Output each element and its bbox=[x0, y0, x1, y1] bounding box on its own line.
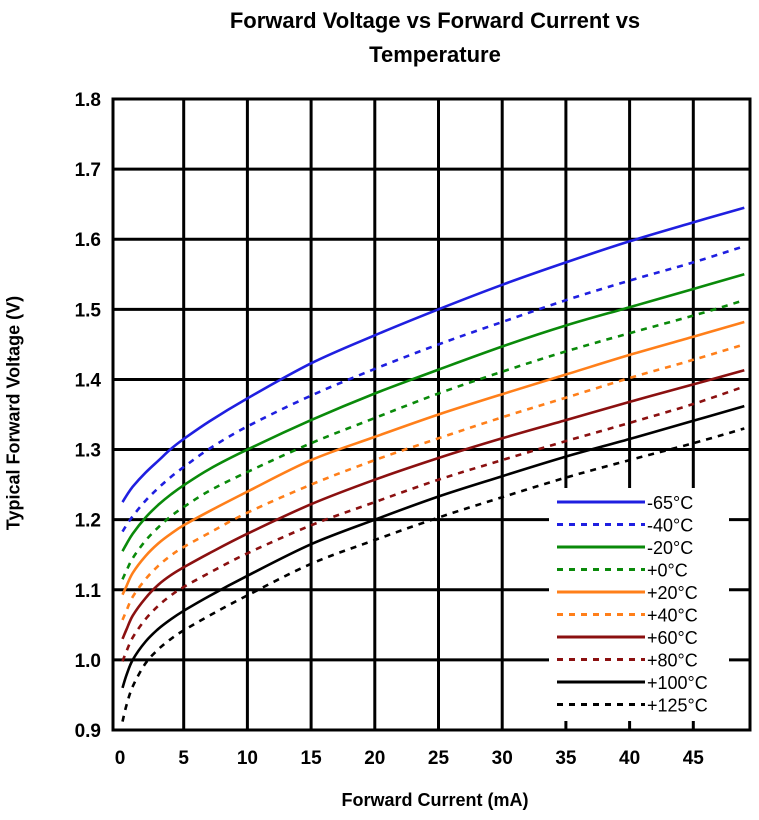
x-tick-label-6: 30 bbox=[492, 748, 513, 769]
x-tick-label-4: 20 bbox=[364, 748, 385, 769]
x-tick-label-9: 45 bbox=[683, 748, 705, 769]
y-tick-label-8: 1.7 bbox=[75, 160, 101, 181]
x-axis-label: Forward Current (mA) bbox=[341, 790, 529, 810]
series-line-1 bbox=[121, 244, 745, 533]
legend-label-8: +100°C bbox=[647, 673, 708, 693]
y-tick-label-2: 1.1 bbox=[75, 581, 102, 602]
legend-label-6: +60°C bbox=[647, 628, 698, 648]
series-line-9 bbox=[121, 427, 745, 722]
legend-label-0: -65°C bbox=[647, 493, 693, 513]
y-tick-label-3: 1.2 bbox=[75, 511, 101, 532]
legend-label-5: +40°C bbox=[647, 606, 698, 626]
y-tick-label-9: 1.8 bbox=[75, 90, 101, 111]
chart-title-line-1: Forward Voltage vs Forward Current vs bbox=[229, 8, 641, 33]
series-line-7 bbox=[121, 385, 745, 662]
legend-label-3: +0°C bbox=[647, 561, 688, 581]
x-tick-label-3: 15 bbox=[301, 748, 323, 769]
y-axis-label: Typical Forward Voltage (V) bbox=[3, 295, 24, 531]
legend-label-1: -40°C bbox=[647, 516, 693, 536]
x-tick-label-8: 40 bbox=[619, 748, 640, 769]
series-line-5 bbox=[121, 343, 745, 621]
x-tick-label-0: 0 bbox=[115, 748, 126, 769]
chart-title-line-2: Temperature bbox=[369, 42, 501, 67]
legend-label-4: +20°C bbox=[647, 583, 698, 603]
legend-label-9: +125°C bbox=[647, 696, 708, 716]
series-line-0 bbox=[121, 206, 745, 503]
legend-label-2: -20°C bbox=[647, 538, 693, 558]
series-line-3 bbox=[121, 298, 745, 580]
x-tick-label-2: 10 bbox=[237, 748, 258, 769]
legend-label-7: +80°C bbox=[647, 651, 698, 671]
y-tick-label-7: 1.6 bbox=[75, 230, 101, 251]
x-tick-label-1: 5 bbox=[178, 748, 189, 769]
x-tick-label-7: 35 bbox=[555, 748, 577, 769]
series-line-6 bbox=[121, 369, 745, 640]
plot-frame bbox=[111, 97, 752, 732]
y-tick-label-0: 0.9 bbox=[75, 721, 101, 742]
y-tick-label-6: 1.5 bbox=[75, 300, 102, 321]
series-line-8 bbox=[121, 404, 745, 689]
series-line-2 bbox=[121, 273, 745, 552]
y-tick-label-5: 1.4 bbox=[75, 370, 102, 391]
series-line-4 bbox=[121, 320, 745, 596]
y-tick-label-4: 1.3 bbox=[75, 441, 101, 462]
x-tick-label-5: 25 bbox=[428, 748, 450, 769]
y-tick-label-1: 1.0 bbox=[75, 651, 101, 672]
